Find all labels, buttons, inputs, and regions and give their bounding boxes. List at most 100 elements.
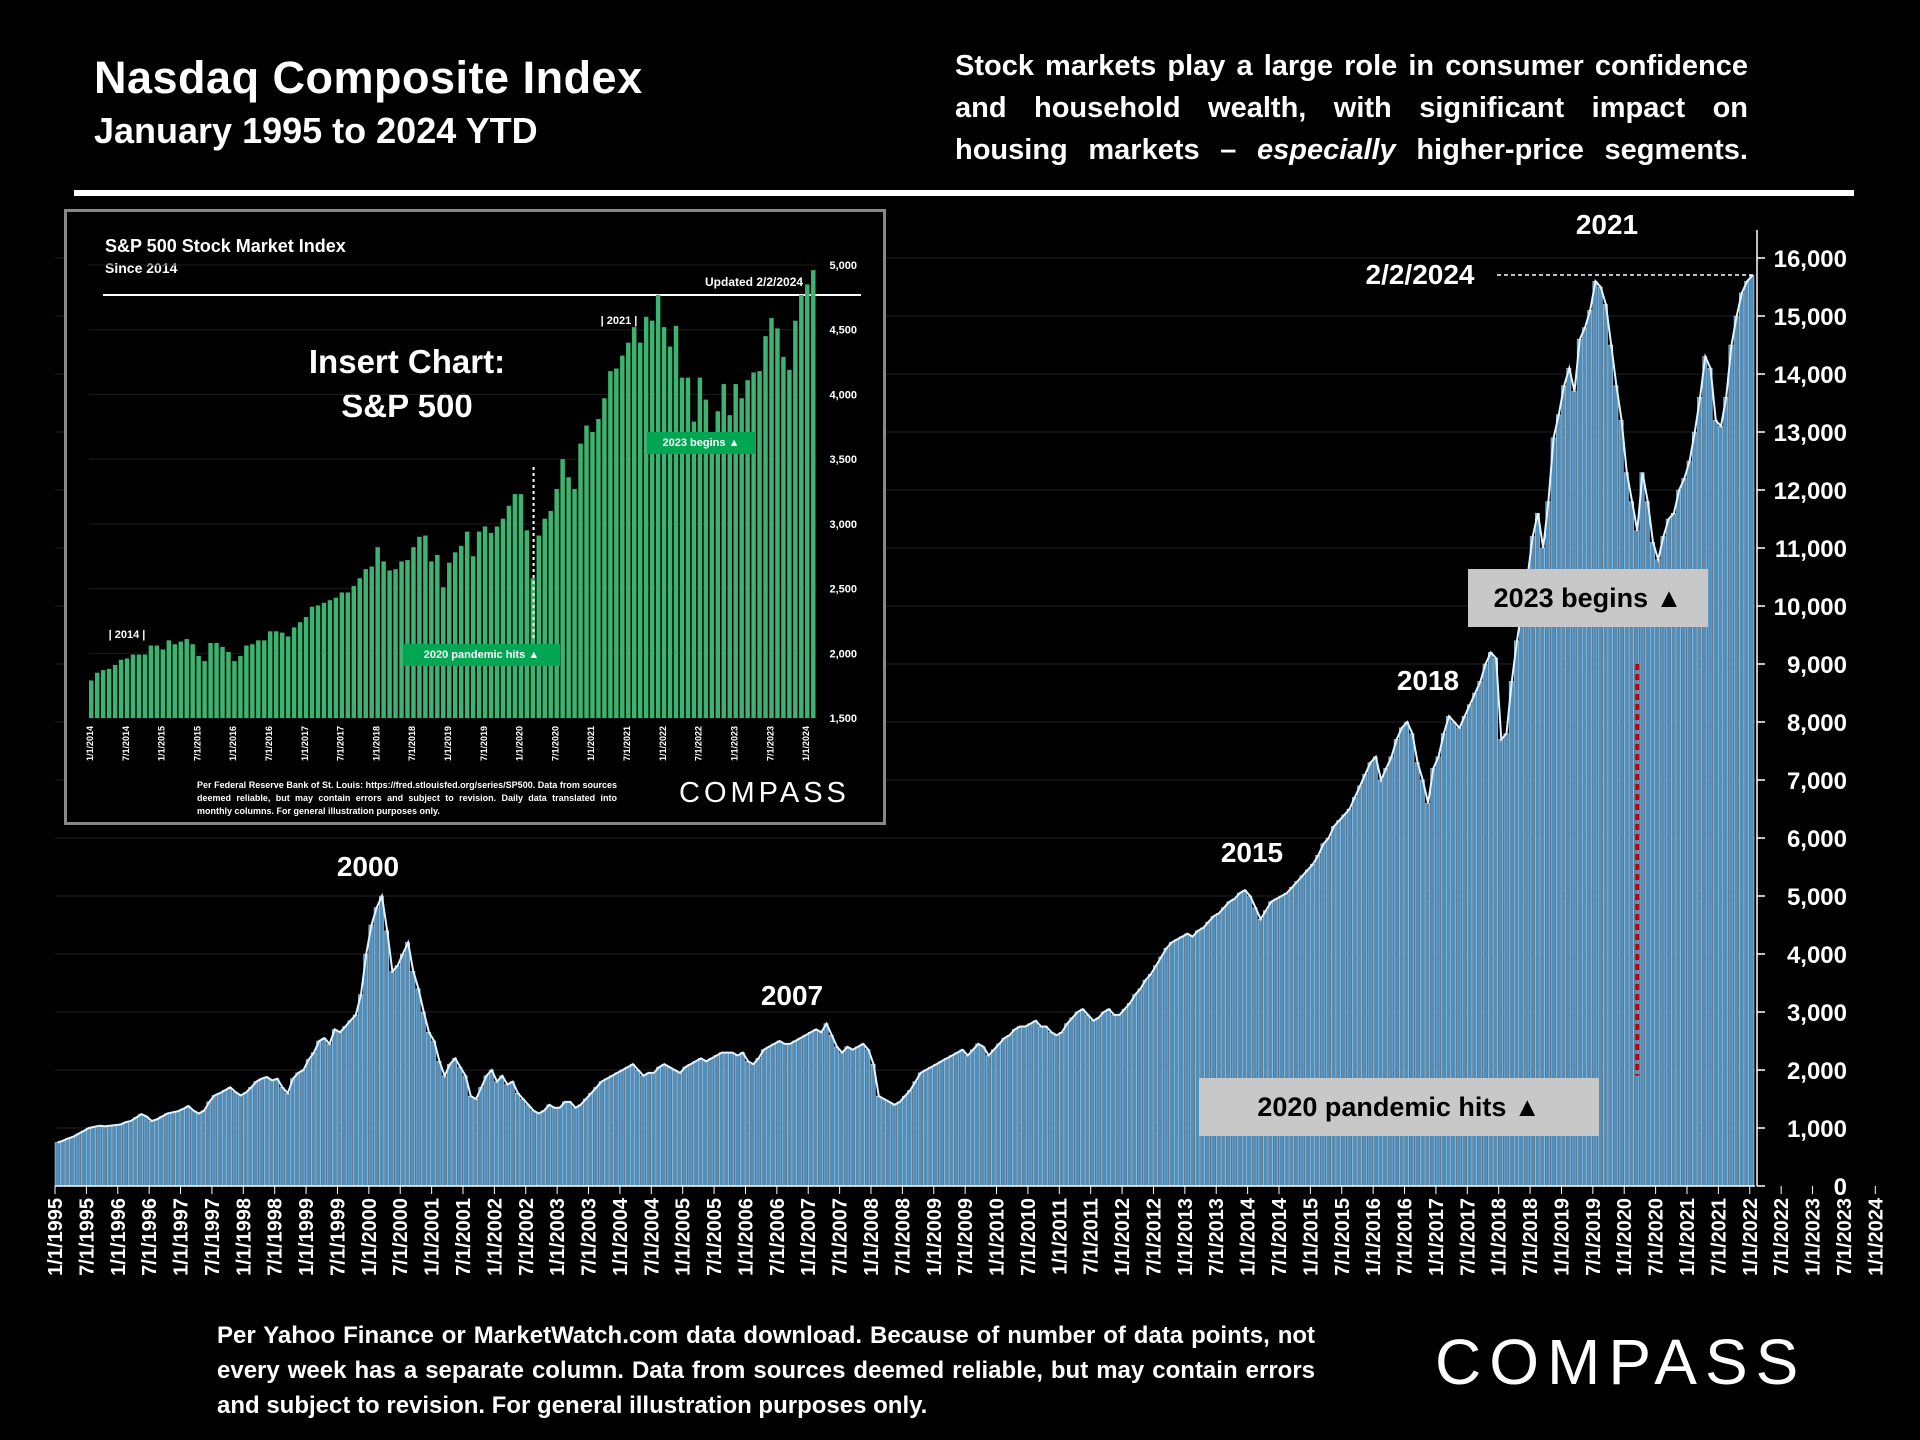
bar xyxy=(1079,1008,1085,1187)
inset-bar xyxy=(166,640,172,718)
x-tick-label: 1/1/2007 xyxy=(798,1198,820,1276)
bar xyxy=(713,1055,719,1187)
bar xyxy=(363,953,369,1187)
bar xyxy=(243,1092,248,1187)
inset-bar xyxy=(614,368,619,718)
x-tick-label: 1/1/2010 xyxy=(987,1198,1009,1276)
bar xyxy=(1205,921,1211,1187)
inset-bar xyxy=(130,654,136,718)
bar xyxy=(452,1058,458,1187)
inset-bar xyxy=(805,284,810,718)
inset-bar xyxy=(423,535,428,718)
bar xyxy=(1017,1026,1022,1187)
bar xyxy=(1723,396,1729,1187)
bar xyxy=(1728,344,1734,1187)
inset-bar xyxy=(620,355,625,718)
bar xyxy=(1691,431,1697,1187)
bar xyxy=(1315,855,1321,1187)
bar xyxy=(1712,420,1718,1187)
bar xyxy=(525,1104,531,1187)
year-annotation: 2007 xyxy=(761,980,823,1011)
x-tick-label: 7/1/2016 xyxy=(1395,1198,1417,1276)
inset-bar xyxy=(602,398,607,718)
x-tick-label: 7/1/2014 xyxy=(1269,1197,1291,1276)
bar xyxy=(138,1113,144,1187)
inset-bar xyxy=(655,294,661,718)
bar xyxy=(1566,367,1572,1187)
inset-bar xyxy=(811,270,816,718)
blurb-part-1: Stock markets play a large role in consu… xyxy=(955,50,1748,166)
inset-y-tick-label: 1,500 xyxy=(829,713,857,725)
bar xyxy=(96,1125,102,1187)
inset-bar xyxy=(727,415,732,718)
inset-bar xyxy=(691,421,697,718)
x-tick-label: 1/1/2024 xyxy=(1865,1197,1887,1276)
bar xyxy=(996,1043,1002,1187)
bar xyxy=(1032,1020,1038,1187)
bar xyxy=(1555,414,1561,1187)
inset-bar xyxy=(214,642,219,718)
bar xyxy=(766,1046,771,1187)
bar xyxy=(661,1063,667,1187)
bar xyxy=(206,1101,212,1187)
inset-updated: Updated 2/2/2024 xyxy=(705,275,804,289)
bar xyxy=(342,1026,348,1187)
bar xyxy=(1744,280,1750,1187)
bar xyxy=(828,1034,834,1187)
bar xyxy=(154,1119,159,1187)
header-divider xyxy=(74,190,1854,196)
bar xyxy=(1733,315,1739,1187)
bar xyxy=(447,1063,452,1187)
inset-bar-series xyxy=(89,270,816,718)
bar xyxy=(603,1078,609,1187)
bar xyxy=(682,1066,688,1187)
sp500-bar-chart: 1,500 2,000 2,500 3,000 3,500 4,000 4,500 5,000… xyxy=(85,260,857,761)
footnote: Per Yahoo Finance or MarketWatch.com dat… xyxy=(217,1322,1315,1419)
inset-bar xyxy=(763,336,768,718)
x-axis: 1/1/1995 7/1/1995 1/1/1996 7/1/1996 1/1/1997… xyxy=(45,1185,1887,1276)
bar xyxy=(839,1052,845,1187)
inset-bar xyxy=(172,644,178,718)
bar xyxy=(991,1049,996,1187)
inset-bar xyxy=(315,605,321,718)
inset-bar xyxy=(405,560,410,718)
bar xyxy=(792,1040,798,1187)
bar xyxy=(509,1081,515,1187)
inset-bar xyxy=(226,651,231,718)
bar xyxy=(1121,1008,1127,1187)
inset-y-axis: 1,500 2,000 2,500 3,000 3,500 4,000 4,500 5,000 xyxy=(829,260,857,725)
bar xyxy=(1257,918,1263,1187)
x-tick-label: 7/1/2013 xyxy=(1206,1198,1228,1276)
inset-x-tick-label: 7/1/2018 xyxy=(407,726,417,761)
x-tick-label: 7/1/2002 xyxy=(516,1198,538,1276)
inset-x-tick-label: 1/1/2024 xyxy=(801,726,811,761)
inset-bar xyxy=(297,622,303,718)
bar xyxy=(577,1104,583,1187)
inset-bar xyxy=(673,325,679,718)
bar xyxy=(331,1029,337,1187)
bar xyxy=(352,1014,358,1187)
inset-bar xyxy=(339,592,345,718)
bar xyxy=(457,1066,463,1187)
x-tick-label: 1/1/2003 xyxy=(547,1198,569,1276)
inset-badge-2023: 2023 begins ▲ xyxy=(647,432,755,454)
bar xyxy=(1011,1029,1017,1187)
inset-badge-2020: 2020 pandemic hits ▲ xyxy=(403,644,560,666)
x-tick-label: 1/1/2011 xyxy=(1049,1198,1071,1275)
inset-bar xyxy=(769,318,774,718)
x-tick-label: 7/1/2008 xyxy=(892,1198,914,1276)
inset-x-tick-label: 1/1/2018 xyxy=(371,726,381,761)
bar xyxy=(232,1091,238,1187)
bar xyxy=(164,1113,170,1187)
bar xyxy=(410,971,416,1187)
bar xyxy=(1179,936,1185,1187)
inset-bar xyxy=(464,531,470,718)
inset-bar xyxy=(327,600,333,718)
bar xyxy=(399,953,405,1187)
bar xyxy=(112,1124,118,1187)
inset-bar xyxy=(578,443,583,718)
inset-compass-logo: COMPASS xyxy=(679,777,850,809)
bar xyxy=(729,1052,735,1187)
inset-y-tick-label: 2,000 xyxy=(829,648,857,660)
inset-bar xyxy=(250,644,255,718)
